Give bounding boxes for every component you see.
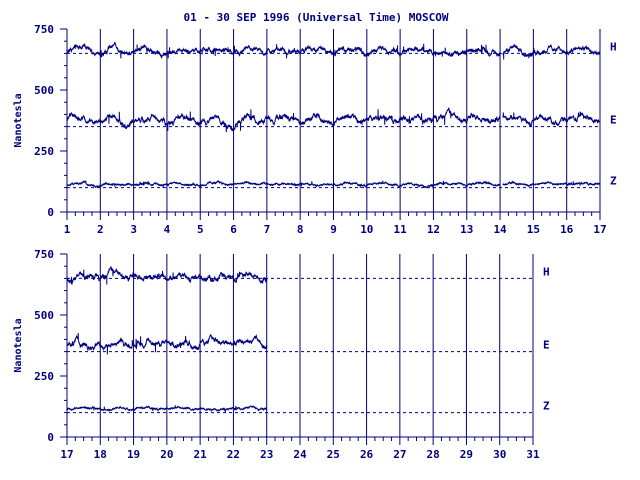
- x-tick-label: 7: [264, 223, 271, 236]
- series-label-H: H: [543, 265, 550, 278]
- y-axis-label: Nanotesla: [13, 318, 24, 372]
- x-tick-label: 14: [493, 223, 507, 236]
- series-line-Z: [66, 405, 267, 413]
- x-tick-label: 28: [427, 448, 440, 461]
- x-tick-label: 26: [360, 448, 374, 461]
- x-tick-label: 5: [197, 223, 204, 236]
- series-label-Z: Z: [610, 175, 617, 188]
- y-tick-label: 500: [34, 309, 54, 322]
- series-label-E: E: [543, 339, 550, 352]
- x-tick-label: 31: [526, 448, 540, 461]
- x-tick-label: 22: [227, 448, 240, 461]
- x-tick-label: 8: [297, 223, 304, 236]
- x-tick-label: 6: [230, 223, 237, 236]
- x-tick-label: 27: [393, 448, 406, 461]
- x-tick-label: 17: [60, 448, 73, 461]
- x-tick-label: 18: [94, 448, 107, 461]
- chart-title: 01 - 30 SEP 1996 (Universal Time) MOSCOW: [184, 11, 449, 24]
- x-tick-label: 25: [327, 448, 340, 461]
- y-axis-label: Nanotesla: [13, 93, 24, 147]
- y-tick-label: 250: [34, 370, 54, 383]
- y-tick-label: 750: [34, 248, 54, 261]
- x-tick-label: 17: [593, 223, 606, 236]
- x-tick-label: 24: [293, 448, 307, 461]
- x-tick-label: 30: [493, 448, 506, 461]
- series-label-Z: Z: [543, 400, 550, 413]
- series-line-E: [66, 107, 601, 133]
- x-tick-label: 29: [460, 448, 473, 461]
- x-tick-label: 1: [64, 223, 71, 236]
- x-tick-label: 4: [164, 223, 171, 236]
- series-line-Z: [66, 179, 601, 189]
- y-tick-label: 500: [34, 84, 54, 97]
- series-label-E: E: [610, 114, 617, 127]
- x-tick-label: 23: [260, 448, 273, 461]
- y-tick-label: 250: [34, 145, 54, 158]
- x-tick-label: 20: [160, 448, 173, 461]
- panel-2: 17 18 19 20 21 22 23 24 25 26 27 28 29 30 31 0 250 500 750…: [13, 248, 550, 461]
- x-tick-label: 3: [130, 223, 137, 236]
- series-line-H: [66, 266, 268, 286]
- x-tick-label: 9: [330, 223, 337, 236]
- x-tick-label: 10: [360, 223, 373, 236]
- y-tick-label: 750: [34, 23, 54, 36]
- y-tick-label: 0: [47, 206, 54, 219]
- x-tick-label: 21: [194, 448, 208, 461]
- x-tick-label: 2: [97, 223, 104, 236]
- panel-1: 1 2 3 4 5 6 7 8 9 10 11 12 13 14 15 16 170250500750Nanot…: [13, 23, 617, 236]
- series-label-H: H: [610, 40, 617, 53]
- y-tick-label: 0: [47, 431, 54, 444]
- x-tick-label: 19: [127, 448, 140, 461]
- series-line-H: [66, 41, 601, 60]
- x-tick-label: 16: [560, 223, 574, 236]
- x-tick-label: 12: [427, 223, 440, 236]
- series-line-E: [66, 332, 268, 355]
- x-tick-label: 13: [460, 223, 473, 236]
- x-tick-label: 15: [527, 223, 540, 236]
- x-tick-label: 11: [394, 223, 408, 236]
